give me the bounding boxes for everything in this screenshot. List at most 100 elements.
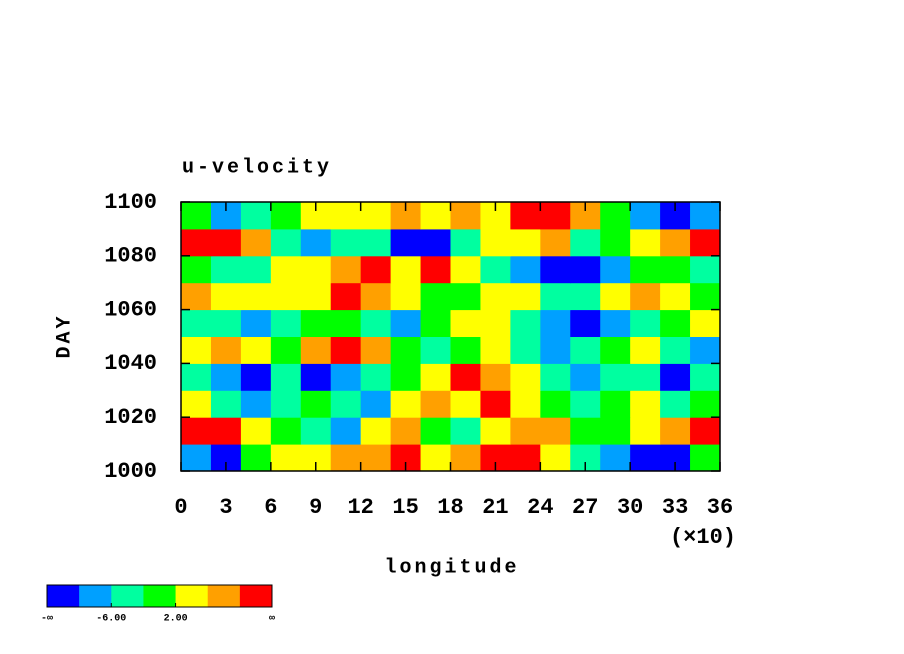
y-tick-label: 1020 [104,405,157,430]
field-cell [210,336,242,364]
field-cell [630,417,661,445]
field-cell [300,309,332,337]
field-cell [630,309,661,337]
x-tick-label: 27 [572,495,598,520]
field-cell [240,255,272,284]
field-cell [270,309,302,337]
field-cell [270,282,302,311]
field-cell [330,444,362,472]
field-cell [660,336,691,364]
field-cell [181,390,212,418]
field-cell [510,282,541,311]
field-cell [540,390,571,418]
colorbar-end-label: ∞ [269,614,275,625]
colorbar-tick-label: -6.00 [96,614,126,625]
field-cell [570,309,601,337]
field-cell [600,255,631,284]
field-cell [240,390,272,418]
field-cell [360,336,392,364]
colorbar-swatch [175,585,209,607]
field-cell [270,363,302,391]
x-tick-label: 36 [707,495,733,520]
field-cell [570,336,601,364]
field-cell [480,390,511,418]
field-cell [690,228,721,257]
field-cell [690,417,721,445]
field-cell [181,363,212,391]
field-cell [480,363,511,391]
field-cell [210,390,242,418]
field-cell [690,202,721,230]
field-cell [510,228,541,257]
field-cell [570,282,601,311]
field-cell [270,336,302,364]
field-cell [420,228,451,257]
field-cell [630,390,661,418]
field-cell [630,255,661,284]
field-cell [181,336,212,364]
field-cell [270,202,302,230]
field-cell [630,202,661,230]
field-cell [240,336,272,364]
field-cell [270,417,302,445]
field-cell [570,390,601,418]
field-cell [450,228,481,257]
field-cell [330,202,362,230]
field-cell [360,444,392,472]
field-cell [210,255,242,284]
y-tick-label: 1040 [104,351,157,376]
field-cell [210,363,242,391]
field-cell [630,228,661,257]
field-cell [181,444,212,472]
field-cell [420,202,451,230]
field-cell [540,309,571,337]
field-cell [240,444,272,472]
field-cell [450,363,481,391]
field-cell [360,309,392,337]
field-cell [690,444,721,472]
field-cell [210,282,242,311]
field-cell [181,202,212,230]
field-cell [540,202,571,230]
y-tick-label: 1060 [104,297,157,322]
field-cell [270,390,302,418]
y-tick-label: 1100 [104,190,157,215]
field-cell [690,282,721,311]
field-cell [450,390,481,418]
field-cell [600,202,631,230]
field-cell [660,309,691,337]
field-cell [270,228,302,257]
field-cell [390,228,422,257]
field-cell [450,202,481,230]
field-cell [390,282,422,311]
x-tick-label: 3 [219,495,232,520]
field-cell [510,444,541,472]
field-cell [330,363,362,391]
x-tick-label: 0 [174,495,187,520]
field-cell [330,390,362,418]
x-tick-label: 24 [527,495,553,520]
field-cell [360,255,392,284]
field-cell [570,363,601,391]
field-cell [630,336,661,364]
field-cell [240,309,272,337]
field-cell [300,390,332,418]
field-cell [360,282,392,311]
y-tick-label: 1080 [104,244,157,269]
field-cell [600,309,631,337]
colorbar-swatch [79,585,112,607]
x-tick-label: 12 [347,495,373,520]
field-cell [540,228,571,257]
field-cell [420,282,451,311]
field-cell [510,255,541,284]
field-cell [360,417,392,445]
colorbar-tick-label: 2.00 [164,614,188,625]
field-cell [660,417,691,445]
field-cell [480,228,511,257]
field-cell [690,363,721,391]
x-axis-label: longitude [384,556,519,579]
field-cell [630,282,661,311]
colorbar-frame [46,584,273,608]
field-cell [480,309,511,337]
